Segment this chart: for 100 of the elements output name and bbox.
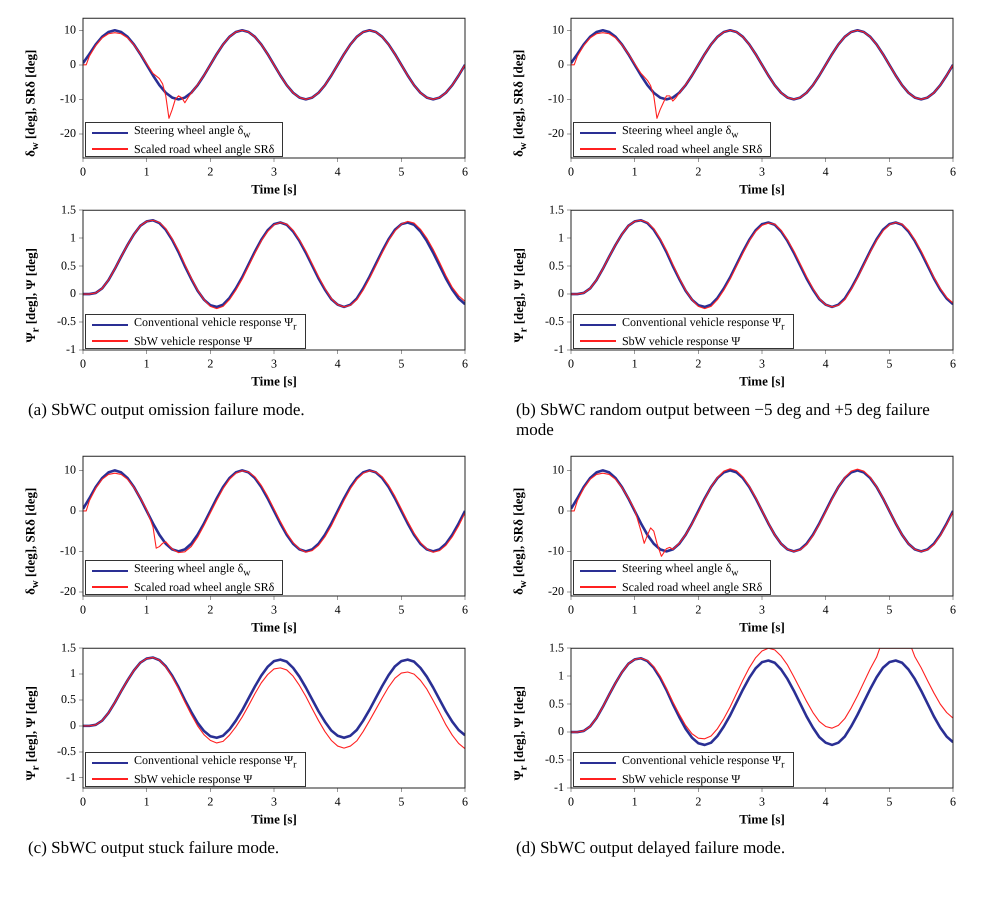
x-tick-label: 1 xyxy=(632,794,638,808)
x-tick-label: 6 xyxy=(462,356,468,370)
y-tick-label: -1 xyxy=(66,770,76,784)
x-tick-label: 6 xyxy=(462,602,468,616)
x-tick-label: 4 xyxy=(334,794,341,808)
x-axis-title: Time [s] xyxy=(251,812,297,827)
x-tick-label: 2 xyxy=(207,794,214,808)
x-tick-label: 4 xyxy=(822,356,829,370)
x-tick-label: 0 xyxy=(80,164,86,178)
legend-label: SbW vehicle response Ψ xyxy=(622,772,740,786)
x-tick-label: 0 xyxy=(568,794,574,808)
x-tick-label: 3 xyxy=(271,794,277,808)
y-tick-label: -20 xyxy=(60,126,76,140)
y-tick-label: 10 xyxy=(64,462,76,477)
x-tick-label: 4 xyxy=(822,164,829,178)
x-axis-title: Time [s] xyxy=(251,182,297,197)
x-tick-label: 3 xyxy=(759,602,765,616)
y-tick-label: 1 xyxy=(70,230,76,244)
x-tick-label: 5 xyxy=(886,164,892,178)
y-tick-label: 1.5 xyxy=(549,202,564,216)
text: (a) SbWC output omission failure mode. xyxy=(28,400,306,421)
y-tick-label: 1.5 xyxy=(61,640,76,654)
legend-label: Conventional vehicle response Ψ$_{r}$ xyxy=(134,753,296,772)
y-tick-label: 0.5 xyxy=(61,692,76,706)
y-tick-label: 1.5 xyxy=(549,640,564,654)
y-tick-label: -1 xyxy=(554,342,564,356)
y-tick-label: 10 xyxy=(552,462,564,477)
y-tick-label: -0.5 xyxy=(57,744,76,758)
y-tick-label: 0 xyxy=(70,718,76,732)
x-tick-label: 2 xyxy=(695,164,702,178)
x-tick-label: 6 xyxy=(950,602,956,616)
x-axis-title: Time [s] xyxy=(739,620,785,635)
x-tick-label: 4 xyxy=(822,602,829,616)
legend-label: Steering wheel angle δ$_{w}$ xyxy=(622,123,739,142)
y-tick-label: 0.5 xyxy=(549,258,564,272)
legend-label: Steering wheel angle δ$_{w}$ xyxy=(134,561,251,580)
x-tick-label: 1 xyxy=(144,356,150,370)
x-tick-label: 0 xyxy=(568,356,574,370)
y-tick-label: -1 xyxy=(554,780,564,794)
x-tick-label: 1 xyxy=(144,602,150,616)
x-tick-label: 4 xyxy=(334,356,341,370)
y-tick-label: -10 xyxy=(60,91,76,106)
x-tick-label: 6 xyxy=(950,794,956,808)
x-tick-label: 2 xyxy=(695,602,702,616)
x-tick-label: 3 xyxy=(271,602,277,616)
x-tick-label: 3 xyxy=(271,356,277,370)
x-tick-label: 2 xyxy=(207,602,214,616)
x-tick-label: 6 xyxy=(462,794,468,808)
y-tick-label: 1.5 xyxy=(61,202,76,216)
legend-label: Conventional vehicle response Ψ$_{r}$ xyxy=(134,315,296,334)
y-tick-label: 0.5 xyxy=(61,258,76,272)
x-tick-label: 6 xyxy=(462,164,468,178)
y-tick-label: -20 xyxy=(548,126,564,140)
x-tick-label: 3 xyxy=(759,356,765,370)
x-tick-label: 6 xyxy=(950,356,956,370)
x-axis-title: Time [s] xyxy=(251,620,297,635)
legend-label: Conventional vehicle response Ψ$_{r}$ xyxy=(622,753,784,772)
y-tick-label: 0 xyxy=(70,286,76,300)
y-tick-label: 0.5 xyxy=(549,696,564,710)
x-tick-label: 2 xyxy=(207,164,214,178)
x-axis-title: Time [s] xyxy=(739,812,785,827)
legend-label: SbW vehicle response Ψ xyxy=(134,772,252,786)
x-axis-title: Time [s] xyxy=(251,374,297,389)
y-tick-label: 0 xyxy=(70,56,76,71)
x-tick-label: 1 xyxy=(144,164,150,178)
y-tick-label: -10 xyxy=(548,91,564,106)
x-tick-label: 4 xyxy=(334,164,341,178)
x-tick-label: 2 xyxy=(207,356,214,370)
y-tick-label: -0.5 xyxy=(545,314,564,328)
y-tick-label: -1 xyxy=(66,342,76,356)
x-tick-label: 5 xyxy=(886,356,892,370)
x-tick-label: 6 xyxy=(950,164,956,178)
legend-label: Scaled road wheel angle SRδ xyxy=(134,142,274,156)
legend-label: SbW vehicle response Ψ xyxy=(622,334,740,348)
x-tick-label: 2 xyxy=(695,794,702,808)
x-tick-label: 1 xyxy=(144,794,150,808)
legend-label: Scaled road wheel angle SRδ xyxy=(622,580,762,594)
text: (d) SbWC output delayed failure mode. xyxy=(516,838,786,859)
x-axis-title: Time [s] xyxy=(739,182,785,197)
x-tick-label: 5 xyxy=(398,164,404,178)
y-tick-label: 10 xyxy=(64,22,76,36)
y-tick-label: -10 xyxy=(548,544,564,558)
legend-label: Conventional vehicle response Ψ$_{r}$ xyxy=(622,315,784,334)
x-tick-label: 0 xyxy=(80,356,86,370)
x-tick-label: 4 xyxy=(334,602,341,616)
y-tick-label: 1 xyxy=(70,666,76,680)
x-axis-title: Time [s] xyxy=(739,374,785,389)
legend-label: Scaled road wheel angle SRδ xyxy=(134,580,274,594)
x-tick-label: 0 xyxy=(568,164,574,178)
x-tick-label: 0 xyxy=(568,602,574,616)
x-tick-label: 5 xyxy=(398,794,404,808)
x-tick-label: 5 xyxy=(886,794,892,808)
x-tick-label: 1 xyxy=(632,602,638,616)
y-tick-label: -20 xyxy=(548,584,564,598)
y-tick-label: 0 xyxy=(558,724,564,738)
x-tick-label: 5 xyxy=(398,602,404,616)
text: (b) SbWC random output between −5 deg and +5 deg failure mode xyxy=(516,400,931,441)
x-tick-label: 2 xyxy=(695,356,702,370)
x-tick-label: 3 xyxy=(759,164,765,178)
y-tick-label: -20 xyxy=(60,584,76,598)
